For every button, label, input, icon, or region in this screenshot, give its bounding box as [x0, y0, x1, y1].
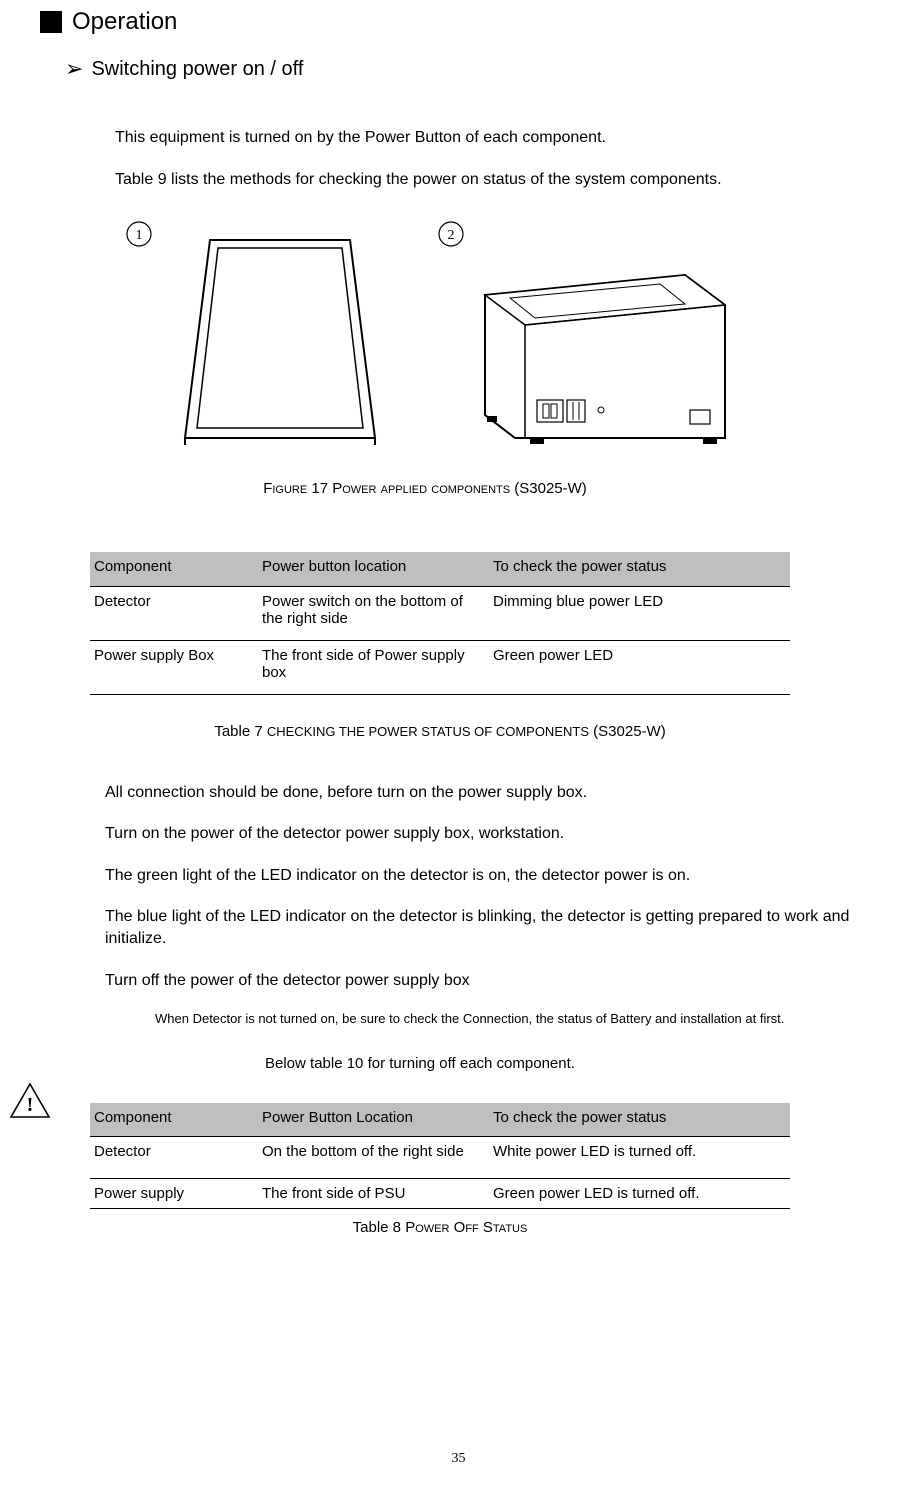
step-3: The green light of the LED indicator on …: [105, 865, 877, 887]
figure-17-caption: Figure 17 Power applied components (S302…: [115, 480, 735, 497]
section-title-text: Operation: [72, 8, 177, 36]
table-caption-body-2: Off: [454, 1219, 483, 1236]
svg-text:1: 1: [136, 228, 143, 243]
table-8: Component Power Button Location To check…: [90, 1103, 790, 1210]
table-cell: Power supply Box: [90, 640, 258, 694]
subsection-text: Switching power on / off: [91, 58, 303, 81]
table-header-row: Component Power Button Location To check…: [90, 1103, 790, 1137]
table-header: To check the power status: [489, 1103, 790, 1137]
table-header-row: Component Power button location To check…: [90, 552, 790, 586]
intro-line-1: This equipment is turned on by the Power…: [115, 127, 877, 149]
step-4: The blue light of the LED indicator on t…: [105, 906, 882, 949]
table-row: Detector On the bottom of the right side…: [90, 1137, 790, 1179]
table-7-caption: Table 7 CHECKING THE POWER STATUS OF COM…: [90, 723, 790, 740]
table-caption-body-1: Power: [405, 1219, 453, 1236]
table-cell: Detector: [90, 1137, 258, 1179]
below-table-text: Below table 10 for turning off each comp…: [265, 1054, 877, 1074]
figure-caption-body: Power applied components: [332, 480, 510, 497]
table-row: Detector Power switch on the bottom of t…: [90, 586, 790, 640]
figure-17-image: 1 2: [115, 210, 735, 460]
figure-caption-suffix: (S3025-W): [510, 480, 587, 497]
step-5: Turn off the power of the detector power…: [105, 970, 877, 992]
table-row: Power supply The front side of PSU Green…: [90, 1179, 790, 1209]
svg-text:2: 2: [448, 228, 455, 243]
intro-line-2: Table 9 lists the methods for checking t…: [115, 169, 877, 191]
arrow-bullet-icon: ➢: [65, 56, 83, 82]
table-7: Component Power button location To check…: [90, 552, 790, 695]
table-cell: Power switch on the bottom of the right …: [258, 586, 489, 640]
table-caption-prefix: Table 8: [353, 1219, 406, 1236]
table-cell: On the bottom of the right side: [258, 1137, 489, 1179]
subsection-title: ➢ Switching power on / off: [65, 56, 877, 82]
section-title: Operation: [40, 8, 877, 36]
table-header: Component: [90, 1103, 258, 1137]
table-cell: Green power LED: [489, 640, 790, 694]
page-number: 35: [0, 1451, 917, 1467]
table-8-caption: Table 8 Power Off Status: [90, 1219, 790, 1236]
step-1: All connection should be done, before tu…: [105, 782, 877, 804]
table-header: Power button location: [258, 552, 489, 586]
table-cell: Green power LED is turned off.: [489, 1179, 790, 1209]
table-header: Power Button Location: [258, 1103, 489, 1137]
note-text: When Detector is not turned on, be sure …: [155, 1011, 877, 1026]
step-2: Turn on the power of the detector power …: [105, 823, 877, 845]
table-caption-suffix: (S3025-W): [589, 723, 666, 740]
table-header: Component: [90, 552, 258, 586]
table-cell: Power supply: [90, 1179, 258, 1209]
table-cell: The front side of PSU: [258, 1179, 489, 1209]
table-cell: White power LED is turned off.: [489, 1137, 790, 1179]
warning-icon: !: [8, 1081, 52, 1126]
table-cell: Dimming blue power LED: [489, 586, 790, 640]
table-header: To check the power status: [489, 552, 790, 586]
svg-text:!: !: [27, 1094, 34, 1116]
table-caption-body-3: Status: [483, 1219, 527, 1236]
figure-caption-prefix: Figure 17: [263, 480, 332, 497]
table-row: Power supply Box The front side of Power…: [90, 640, 790, 694]
table-cell: Detector: [90, 586, 258, 640]
table-cell: The front side of Power supply box: [258, 640, 489, 694]
table-caption-body: CHECKING THE POWER STATUS OF COMPONENTS: [267, 724, 589, 739]
square-bullet-icon: [40, 11, 62, 33]
table-caption-prefix: Table 7: [214, 723, 267, 740]
